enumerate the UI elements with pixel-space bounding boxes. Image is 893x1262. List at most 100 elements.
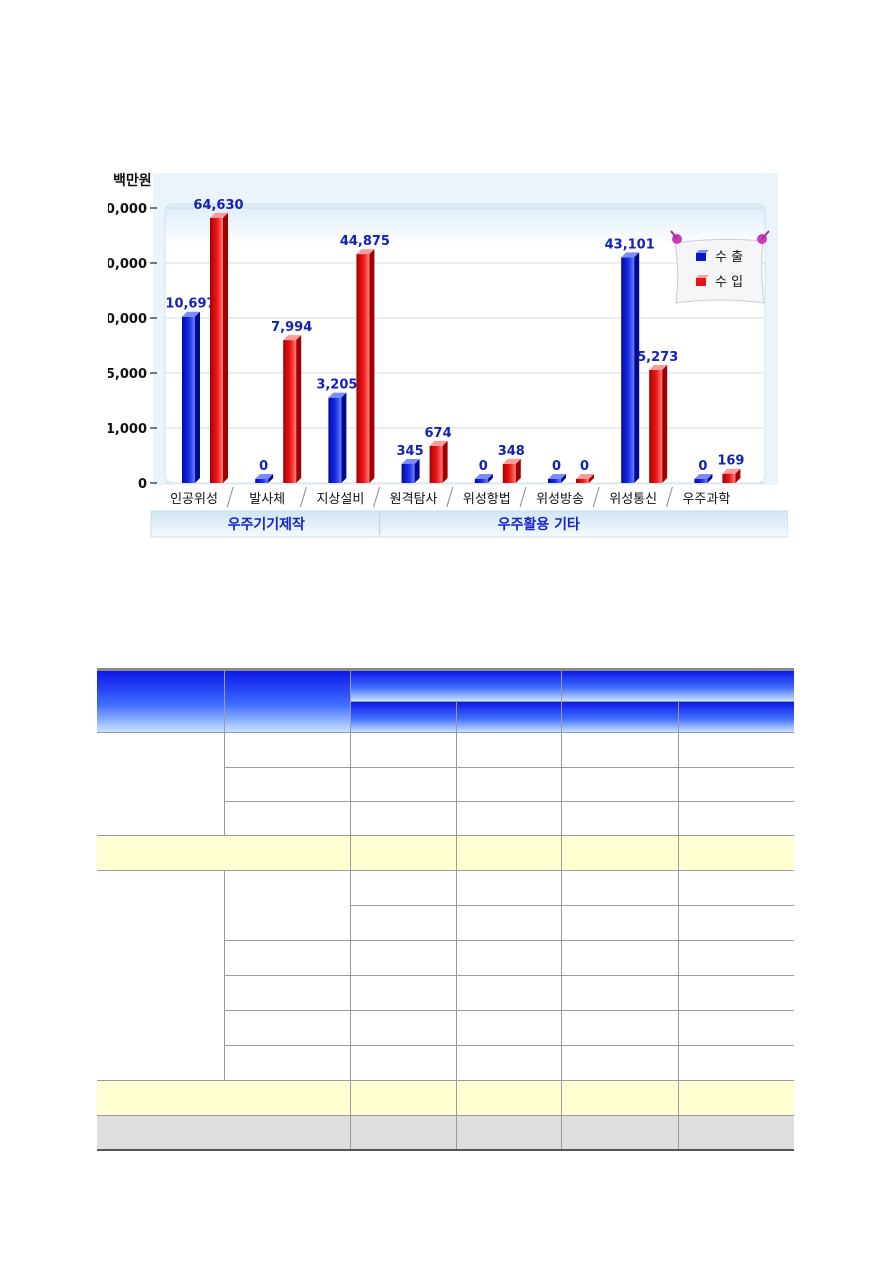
bar-top [649,364,668,370]
bar [621,257,635,483]
bar [429,445,443,483]
header-cell [562,702,679,733]
category-separator [592,486,600,508]
category-separator [226,486,234,508]
table-cell [97,733,225,836]
subtotal-cell [457,836,562,871]
table-cell [562,1046,679,1081]
category-separator [446,486,454,508]
total-cell [351,1116,457,1150]
bar-side [735,468,741,483]
table-cell [225,871,351,941]
group-label: 우주활용 기타 [498,516,580,533]
bar [694,479,708,483]
data-label: 0 [580,459,589,474]
x-tick-label: 원격탐사 [390,492,438,507]
subtotal-cell [351,1081,457,1116]
legend-label: 수 입 [715,275,743,290]
table-top-rule [97,668,794,671]
table-cell [351,1046,457,1081]
bar [182,316,195,483]
bar-top [255,474,274,479]
table-cell [351,976,457,1011]
table-cell [457,871,562,906]
total-cell [97,1116,351,1150]
bar-top [548,474,566,479]
category-band [151,485,788,510]
table-cell [679,768,794,802]
bar [649,369,663,483]
category-separator [299,486,307,508]
subtotal-cell [97,1081,351,1116]
legend-label: 수 출 [715,250,743,265]
bar-side [414,459,420,483]
data-label: 7,994 [271,320,312,335]
bar [328,397,342,483]
pin-icon [761,230,770,240]
y-tick-label: 70,000 [108,202,147,217]
x-tick-label: 지상설비 [316,492,364,507]
bar-side [442,440,448,483]
table-cell [457,1046,562,1081]
table-cell [225,976,351,1011]
table-cell [562,976,679,1011]
table-cell [679,906,794,941]
bar-top [356,249,375,255]
table-cell [679,733,794,768]
table-cell [225,768,351,802]
bar-top [694,474,713,479]
table-cell [457,906,562,941]
legend-box [674,238,765,304]
bar-side [707,474,713,483]
legend-swatch [696,250,709,253]
data-label: 64,630 [193,198,243,213]
data-label: 0 [698,459,707,474]
table-cell [457,941,562,976]
header-cell [562,671,794,702]
table-cell [457,768,562,802]
table-cell [351,768,457,802]
x-tick-label: 발사체 [249,492,285,507]
data-label: 10,697 [165,297,215,312]
table-cell [225,1046,351,1081]
table-cell [351,733,457,768]
table-cell [679,802,794,836]
table-cell [679,976,794,1011]
total-cell [457,1116,562,1150]
x-tick-label: 위성항법 [463,492,511,507]
bar [576,479,589,483]
table-cell [562,906,679,941]
table-cell [351,906,457,941]
table-cell [225,941,351,976]
x-tick-label: 위성방송 [536,492,584,507]
data-label: 0 [259,459,268,474]
table-cell [457,1011,562,1046]
bar-side [223,212,228,483]
bar [255,479,269,483]
table-cell [351,802,457,836]
bar-side [296,335,302,483]
bar-top [182,311,200,317]
bar-side [341,392,347,483]
table-cell [97,871,225,1081]
header-cell [457,702,562,733]
table-cell [679,941,794,976]
table-cell [225,1011,351,1046]
table-cell [679,871,794,906]
subtotal-cell [351,836,457,871]
bar-side [369,249,375,483]
bar-top [474,474,493,479]
bar-top [328,392,347,398]
x-tick-label: 위성통신 [609,492,657,507]
table-cell [351,1011,457,1046]
bar-top [429,440,448,446]
subtotal-cell [97,836,351,871]
bar [283,340,297,483]
category-separator [665,486,673,508]
table-cell [351,871,457,906]
bar [210,217,223,483]
group-band [150,510,788,538]
data-label: 0 [552,459,561,474]
bar-top [401,459,420,465]
